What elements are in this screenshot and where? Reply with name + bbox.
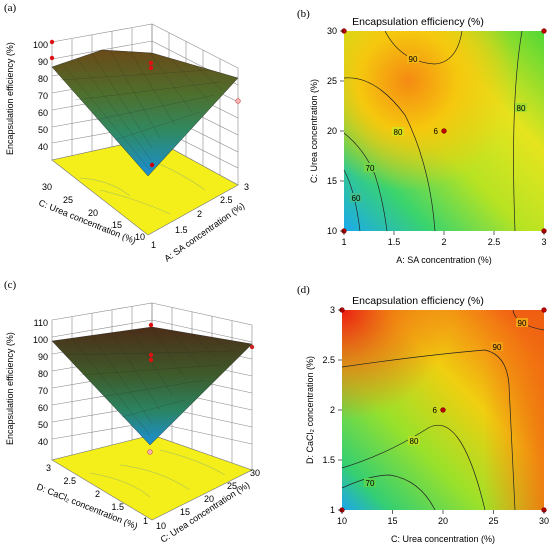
chart-a-ztick: 100 <box>33 40 48 50</box>
chart-d-xtick: 25 <box>488 516 498 526</box>
chart-a-floor <box>51 137 239 236</box>
chart-c-xtick: 10 <box>156 521 166 531</box>
chart-b-contour-label: 80 <box>394 128 403 137</box>
chart-b-xtick: 2.5 <box>488 237 501 247</box>
chart-c-ztick: 60 <box>38 403 48 413</box>
chart-a-ytick: 30 <box>42 182 52 192</box>
chart-c-xtick: 30 <box>250 468 260 478</box>
chart-c-ztick: 100 <box>33 335 48 345</box>
chart-d-xtick: 10 <box>337 516 347 526</box>
chart-d-xtick: 30 <box>539 516 549 526</box>
chart-c-ztick: 50 <box>38 420 48 430</box>
chart-c-ytick: 3 <box>46 463 51 473</box>
chart-b-contour-label: 60 <box>352 194 361 203</box>
chart-a-xtick: 2.5 <box>220 195 233 205</box>
chart-d-ytick: 2 <box>330 405 335 415</box>
chart-c-xtick: 15 <box>180 507 190 517</box>
chart-a-xtick: 2 <box>197 209 202 219</box>
chart-b-contours <box>343 30 523 232</box>
chart-d-center-label: 6 <box>433 406 438 415</box>
chart-c-zlabel: Encapsulation efficiency (%) <box>5 332 15 445</box>
chart-a-ytick: 20 <box>88 208 98 218</box>
chart-b-ytick: 20 <box>327 126 337 136</box>
chart-a-points <box>49 39 241 168</box>
chart-d-ytick: 1 <box>330 505 335 515</box>
chart-a-xtick: 1.5 <box>175 225 188 235</box>
panel-label-b: (b) <box>297 8 310 20</box>
chart-b-ytick: 25 <box>327 76 337 86</box>
chart-d-ytick: 3 <box>330 305 335 315</box>
chart-d-contours <box>341 309 545 511</box>
panel-label-d: (d) <box>297 284 310 296</box>
chart-a-zlabel: Encapsulation efficiency (%) <box>5 42 15 155</box>
chart-a-surface: 100 90 80 70 60 50 40 Encapsulation effi… <box>5 23 249 264</box>
chart-b-ytick: 30 <box>327 26 337 36</box>
chart-b-xtick: 2 <box>441 237 446 247</box>
chart-b-contour-label: 90 <box>409 55 418 64</box>
chart-c-ztick: 90 <box>38 352 48 362</box>
chart-d-contour-label: 70 <box>366 479 375 488</box>
chart-b-center-label: 6 <box>434 127 439 136</box>
chart-a-ztick: 40 <box>38 142 48 152</box>
chart-b-xtick: 1 <box>341 237 346 247</box>
chart-d-points <box>339 307 547 513</box>
chart-d-contour-label: 90 <box>493 343 502 352</box>
chart-c-ytick: 1.5 <box>111 502 124 512</box>
chart-a-ztick: 60 <box>38 108 48 118</box>
chart-a-xtick: 3 <box>244 182 249 192</box>
chart-d-xtick: 20 <box>438 516 448 526</box>
chart-b-ylabel: C: Urea concentration (%) <box>309 79 319 183</box>
chart-d-title: Encapsulation efficiency (%) <box>352 295 484 307</box>
chart-b-contour-label: 70 <box>366 164 375 173</box>
chart-a-ytick: 25 <box>63 195 73 205</box>
chart-b-xtick: 3 <box>541 237 546 247</box>
chart-c-ytick: 2.5 <box>63 476 76 486</box>
chart-d-contour-label: 80 <box>410 437 419 446</box>
chart-a-ztick: 70 <box>38 91 48 101</box>
chart-b-title: Encapsulation efficiency (%) <box>352 16 484 28</box>
chart-a-xtick: 1 <box>151 240 156 250</box>
chart-d-ylabel: D: CaCl₂ concentration (%) <box>305 356 315 464</box>
chart-d-contour-label: 90 <box>518 319 527 328</box>
chart-c-surface: 110 100 90 80 70 60 50 40 Encapsulation … <box>5 302 260 545</box>
chart-c-ytick: 1 <box>143 516 148 526</box>
chart-b-ytick: 15 <box>327 176 337 186</box>
panel-label-a: (a) <box>4 2 17 14</box>
chart-c-ztick: 80 <box>38 369 48 379</box>
chart-b-contour: Encapsulation efficiency (%) 90 80 80 70… <box>309 16 547 265</box>
chart-a-ztick: 80 <box>38 74 48 84</box>
chart-a-ztick: 90 <box>38 57 48 67</box>
chart-d-ytick: 1.5 <box>322 455 335 465</box>
chart-a-ztick: 50 <box>38 125 48 135</box>
chart-b-ytick: 10 <box>327 226 337 236</box>
chart-b-xtick: 1.5 <box>388 237 401 247</box>
chart-a-ytick: 15 <box>112 220 122 230</box>
chart-c-points <box>147 322 255 455</box>
chart-b-contour-label: 80 <box>517 104 526 113</box>
chart-c-ztick: 70 <box>38 386 48 396</box>
chart-d-xtick: 15 <box>387 516 397 526</box>
chart-d-contour: Encapsulation efficiency (%) 90 90 80 70… <box>305 295 549 544</box>
chart-c-ytick: 2 <box>95 489 100 499</box>
chart-d-xlabel: C: Urea concentration (%) <box>391 534 495 544</box>
chart-b-xlabel: A: SA concentration (%) <box>396 255 492 265</box>
chart-c-xtick: 20 <box>204 494 214 504</box>
chart-a-ytick: 10 <box>135 232 145 242</box>
chart-c-ztick: 40 <box>38 437 48 447</box>
chart-c-ztick: 110 <box>34 318 48 328</box>
panel-label-c: (c) <box>4 279 17 291</box>
chart-c-xtick: 25 <box>227 481 237 491</box>
chart-d-ytick: 2.5 <box>322 355 335 365</box>
